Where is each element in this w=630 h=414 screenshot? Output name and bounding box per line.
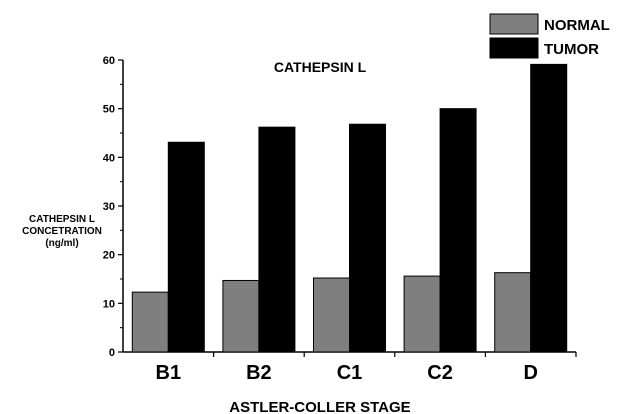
y-axis-label-line: CONCETRATION (22, 226, 102, 237)
bar-normal-b2 (222, 279, 260, 353)
y-axis-label-line: (ng/ml) (45, 238, 78, 249)
y-tick-label: 0 (109, 347, 115, 359)
x-tick-label: C2 (427, 362, 453, 384)
y-tick-label: 30 (103, 201, 115, 213)
x-tick-label: B2 (246, 362, 272, 384)
y-tick-label: 50 (103, 104, 115, 116)
bars (131, 63, 568, 353)
bar-normal-b1 (131, 291, 169, 353)
legend-label-normal: NORMAL (544, 17, 610, 34)
legend-swatch-normal (489, 13, 539, 35)
bar-tumor-d (530, 63, 568, 353)
chart-title: CATHEPSIN L (274, 59, 367, 75)
bar-tumor-b2 (258, 126, 296, 353)
y-tick-label: 40 (103, 152, 115, 164)
y-tick-label: 60 (103, 55, 115, 67)
y-axis-label-line: CATHEPSIN L (29, 214, 95, 225)
legend-label-tumor: TUMOR (544, 41, 599, 58)
y-tick-label: 20 (103, 250, 115, 262)
bar-normal-c2 (403, 275, 441, 353)
bar-normal-d (494, 272, 532, 353)
legend: NORMAL TUMOR (489, 13, 610, 59)
y-tick-label: 10 (103, 298, 115, 310)
legend-swatch-tumor (489, 37, 539, 59)
bar-tumor-c1 (349, 123, 386, 353)
x-tick-label: D (523, 362, 537, 384)
x-axis-label: ASTLER-COLLER STAGE (229, 399, 410, 414)
x-tick-label: B1 (156, 362, 182, 384)
x-tick-label: C1 (337, 362, 363, 384)
bar-tumor-c2 (439, 108, 477, 353)
bar-tumor-b1 (167, 141, 205, 353)
bar-normal-c1 (313, 277, 350, 353)
